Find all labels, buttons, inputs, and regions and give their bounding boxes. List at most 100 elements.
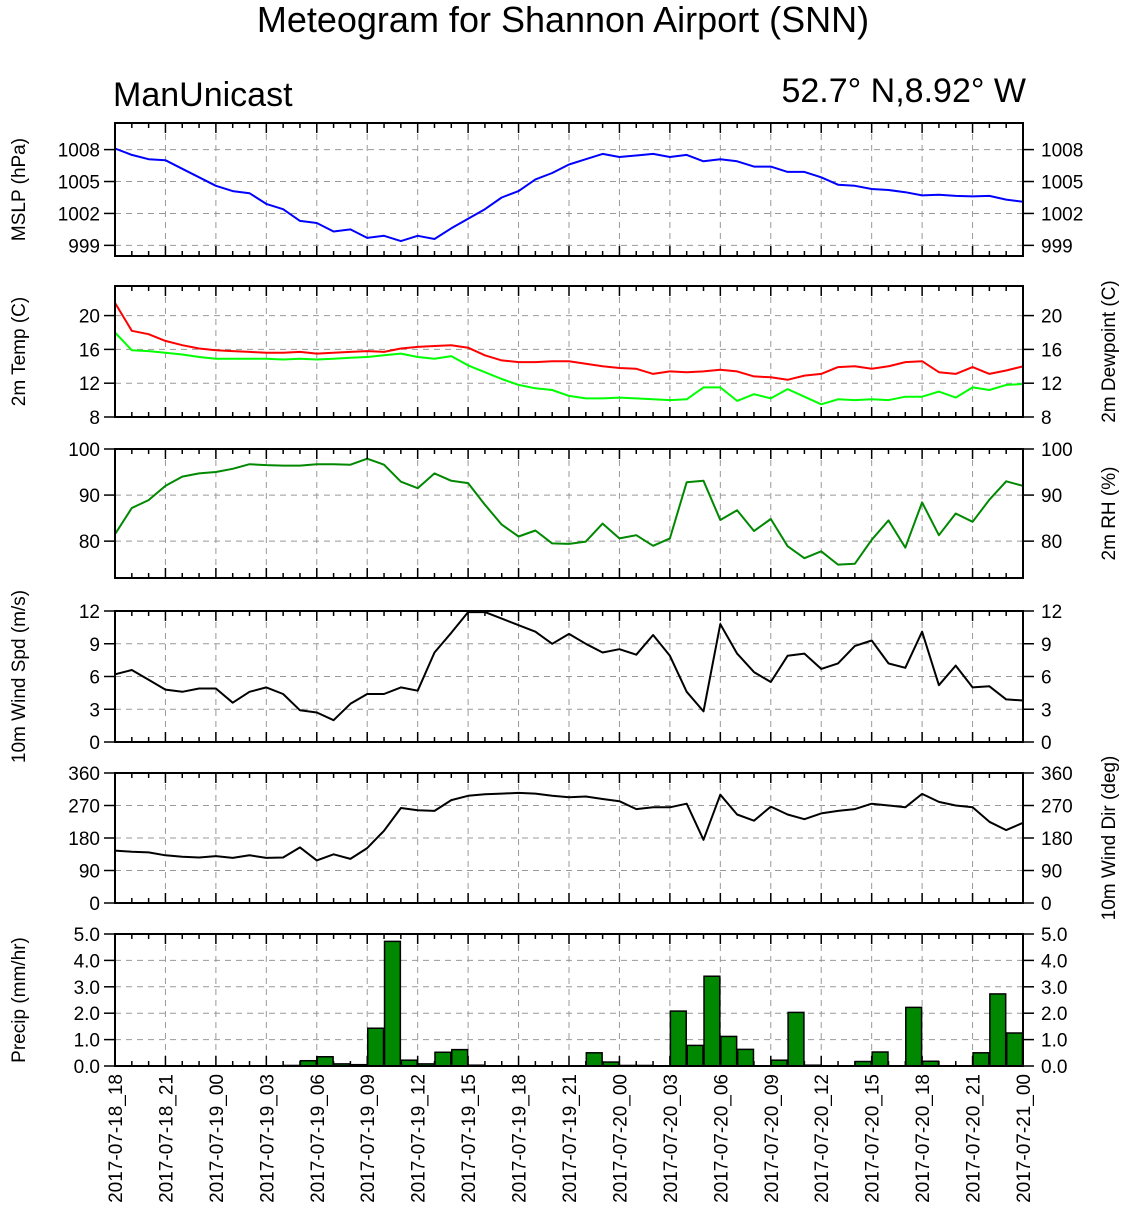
precip-bar [383, 940, 402, 1067]
precip-ytick-label-right: 2.0 [1041, 1004, 1067, 1025]
precip-bar [972, 1052, 990, 1067]
precip-bar [720, 1035, 738, 1067]
x-tick-label: 2017-07-19_12 [409, 1074, 430, 1203]
wspd-ytick-label-left: 12 [79, 602, 100, 623]
x-tick-label: 2017-07-18_18 [106, 1074, 127, 1203]
mslp-ytick-label-left: 999 [68, 236, 100, 257]
x-tick-label: 2017-07-19_21 [560, 1074, 581, 1203]
wspd-ytick-label-right: 6 [1041, 668, 1052, 689]
precip-ytick-label-left: 0.0 [74, 1057, 100, 1078]
precip-ytick-label-left: 5.0 [74, 925, 100, 946]
wspd-series-line-0 [114, 611, 1024, 722]
precip-ytick-label-right: 0.0 [1041, 1057, 1067, 1078]
temp-ytick-label-right: 12 [1041, 374, 1062, 395]
x-tick-label: 2017-07-19_09 [358, 1074, 379, 1203]
mslp-ytick-label-right: 1008 [1041, 141, 1083, 162]
temp-ylabel-left: 2m Temp (C) [9, 297, 30, 406]
precip-ytick-label-right: 3.0 [1041, 978, 1067, 999]
temp-ytick-label-left: 16 [79, 340, 100, 361]
precip-bar [585, 1052, 603, 1067]
precip-bar [366, 1027, 385, 1067]
wdir-ytick-label-right: 180 [1041, 829, 1073, 850]
temp-ytick-label-right: 20 [1041, 307, 1062, 328]
x-tick-label: 2017-07-20_06 [711, 1074, 732, 1203]
precip-ytick-label-left: 3.0 [74, 978, 100, 999]
wspd-ylabel-left: 10m Wind Spd (m/s) [9, 590, 30, 763]
wdir-ytick-label-left: 360 [68, 764, 100, 785]
mslp-ytick-label-left: 1005 [58, 173, 100, 194]
x-tick-label: 2017-07-18_21 [156, 1074, 177, 1203]
precip-bar [989, 993, 1007, 1067]
x-tick-label: 2017-07-19_00 [207, 1074, 228, 1203]
precip-ytick-label-right: 4.0 [1041, 951, 1067, 972]
rh-ytick-label-right: 80 [1041, 532, 1062, 553]
x-tick-label: 2017-07-20_18 [913, 1074, 934, 1203]
wspd-ytick-label-right: 3 [1041, 700, 1052, 721]
x-tick-label: 2017-07-19_03 [257, 1074, 278, 1203]
precip-ytick-label-left: 1.0 [74, 1031, 100, 1052]
rh-ytick-label-left: 100 [68, 440, 100, 461]
temp-ytick-label-right: 8 [1041, 408, 1052, 429]
wspd-ytick-label-left: 0 [89, 733, 100, 754]
mslp-ytick-label-right: 1005 [1041, 173, 1083, 194]
rh-panel-frame [114, 448, 1024, 579]
temp-ytick-label-right: 16 [1041, 340, 1062, 361]
x-tick-label: 2017-07-19_15 [459, 1074, 480, 1203]
temp-series-line-0 [114, 302, 1024, 381]
x-tick-label: 2017-07-21_00 [1014, 1074, 1035, 1203]
precip-ytick-label-left: 4.0 [74, 951, 100, 972]
precip-bar [905, 1006, 923, 1067]
location-label: 52.7° N,8.92° W [781, 72, 1026, 110]
precip-bar [1005, 1032, 1024, 1067]
rh-ytick-label-left: 80 [79, 532, 100, 553]
chart-title: Meteogram for Shannon Airport (SNN) [256, 0, 870, 40]
wdir-ytick-label-right: 0 [1041, 894, 1052, 915]
x-tick-label: 2017-07-20_09 [762, 1074, 783, 1203]
precip-bar [736, 1048, 755, 1067]
precip-ytick-label-left: 2.0 [74, 1004, 100, 1025]
wdir-ytick-label-left: 90 [79, 862, 100, 883]
wdir-ytick-label-left: 270 [68, 797, 100, 818]
temp-ytick-label-left: 8 [89, 408, 100, 429]
x-tick-label: 2017-07-20_12 [812, 1074, 833, 1203]
mslp-ytick-label-right: 999 [1041, 236, 1073, 257]
rh-ytick-label-right: 100 [1041, 440, 1073, 461]
rh-ylabel-right: 2m RH (%) [1099, 467, 1120, 561]
temp-ytick-label-left: 12 [79, 374, 100, 395]
mslp-ytick-label-left: 1008 [58, 141, 100, 162]
model-label: ManUnicast [113, 76, 293, 114]
mslp-ylabel-left: MSLP (hPa) [9, 138, 30, 241]
precip-bar [703, 975, 721, 1067]
wdir-ytick-label-right: 90 [1041, 862, 1062, 883]
precip-ylabel-left: Precip (mm/hr) [9, 937, 30, 1063]
wdir-ytick-label-left: 0 [89, 894, 100, 915]
precip-ytick-label-right: 1.0 [1041, 1031, 1067, 1052]
wspd-ytick-label-right: 12 [1041, 602, 1062, 623]
wdir-ylabel-right: 10m Wind Dir (deg) [1099, 756, 1120, 921]
precip-bar [451, 1048, 469, 1067]
wspd-ytick-label-left: 9 [89, 635, 100, 656]
temp-ytick-label-left: 20 [79, 307, 100, 328]
mslp-ytick-label-right: 1002 [1041, 204, 1083, 225]
temp-ylabel-right: 2m Dewpoint (C) [1099, 280, 1120, 423]
wspd-ytick-label-right: 0 [1041, 733, 1052, 754]
wdir-ytick-label-right: 360 [1041, 764, 1073, 785]
mslp-ytick-label-left: 1002 [58, 204, 100, 225]
precip-bar [669, 1010, 687, 1067]
x-tick-label: 2017-07-19_18 [510, 1074, 531, 1203]
rh-ytick-label-left: 90 [79, 486, 100, 507]
temp-series-line-1 [114, 331, 1024, 406]
x-tick-label: 2017-07-20_15 [863, 1074, 884, 1203]
precip-bar [686, 1044, 704, 1067]
x-tick-label: 2017-07-20_03 [661, 1074, 682, 1203]
wspd-ytick-label-left: 6 [89, 668, 100, 689]
wdir-ytick-label-left: 180 [68, 829, 100, 850]
x-tick-label: 2017-07-19_06 [308, 1074, 329, 1203]
x-tick-label: 2017-07-20_00 [610, 1074, 631, 1203]
precip-bar [316, 1056, 334, 1067]
precip-bar [434, 1051, 452, 1067]
wdir-ytick-label-right: 270 [1041, 797, 1073, 818]
precip-bar [871, 1051, 889, 1067]
precip-ytick-label-right: 5.0 [1041, 925, 1067, 946]
